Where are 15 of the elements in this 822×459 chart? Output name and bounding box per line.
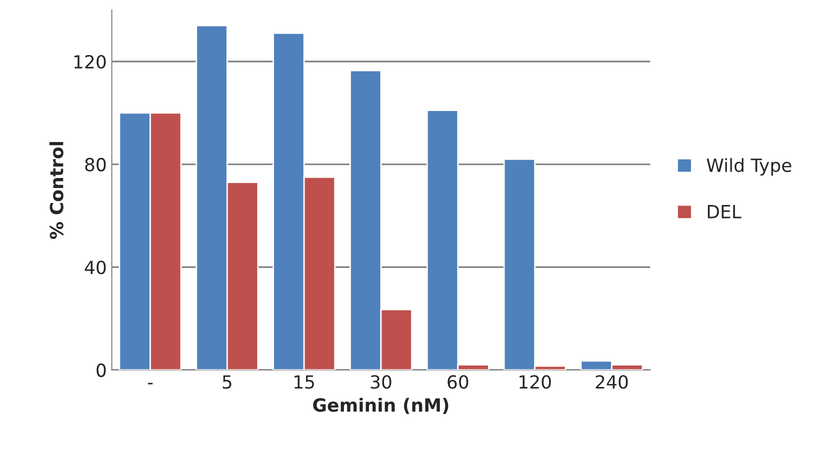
legend-label: DEL bbox=[708, 205, 742, 218]
x-tick-label: 5 bbox=[222, 375, 232, 389]
x-tick-label: 30 bbox=[370, 375, 392, 389]
y-tick-label: 80 bbox=[85, 158, 106, 172]
y-tick-label: 120 bbox=[74, 54, 106, 69]
x-tick-label: - bbox=[148, 382, 153, 384]
x-tick-label: 60 bbox=[448, 375, 468, 389]
y-axis-title: % Control bbox=[49, 142, 64, 239]
y-tick-label: 40 bbox=[84, 260, 106, 274]
legend-label: Wild Type bbox=[706, 158, 792, 176]
x-tick-label: 120 bbox=[520, 375, 551, 389]
x-tick-label: 15 bbox=[294, 375, 314, 389]
x-tick-label: 240 bbox=[596, 375, 628, 389]
x-axis-title: Geminin (nM) bbox=[313, 398, 448, 414]
y-tick-label: 0 bbox=[96, 363, 106, 378]
